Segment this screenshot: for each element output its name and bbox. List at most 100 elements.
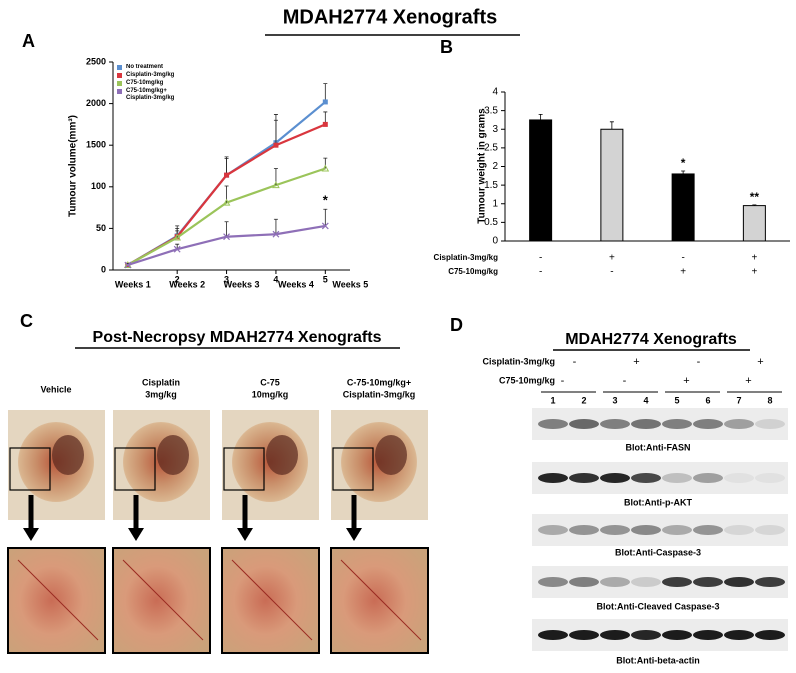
x-category-label: Weeks 4 — [278, 279, 314, 289]
arrow-head — [346, 528, 362, 541]
y-tick-label: 1 — [492, 198, 498, 209]
photo-vessel — [231, 559, 313, 641]
condition-label: C75-10mg/kg — [499, 375, 555, 385]
band — [662, 630, 692, 640]
condition-sign: - — [539, 267, 542, 278]
legend-swatch — [117, 89, 122, 94]
photo-zoom — [112, 547, 211, 654]
band — [631, 419, 661, 429]
photo-zoom — [7, 547, 106, 654]
bar — [600, 128, 624, 242]
inset-box — [332, 447, 374, 491]
panel-title: MDAH2774 Xenografts — [565, 331, 737, 348]
significance: ** — [750, 190, 760, 204]
blot-label: Blot:Anti-FASN — [626, 442, 691, 452]
photo-vessel — [340, 559, 422, 641]
lane-label: 6 — [705, 395, 710, 405]
band — [538, 419, 568, 429]
condition-sign: - — [623, 375, 627, 387]
band — [600, 419, 630, 429]
legend-swatch — [117, 65, 122, 70]
band — [600, 525, 630, 535]
y-tick-label: 2 — [492, 161, 498, 172]
point — [173, 245, 181, 253]
band — [693, 525, 723, 535]
photo-organ — [266, 435, 298, 475]
group-label: 10mg/kg — [252, 389, 289, 399]
series-line — [127, 101, 327, 266]
condition-sign: - — [561, 375, 565, 387]
lane-label: 7 — [736, 395, 741, 405]
condition-sign: + — [683, 375, 689, 387]
y-tick-label: 4 — [492, 87, 498, 98]
condition-sign: + — [609, 253, 615, 264]
x-tick-label: 3 — [224, 274, 229, 284]
condition-sign: - — [697, 356, 701, 368]
x-tick-label: 5 — [323, 274, 328, 284]
condition-sign: - — [539, 253, 542, 264]
error-bar — [323, 83, 328, 102]
band — [569, 577, 599, 587]
legend-box: No treatment Cisplatin-3mg/kg C75-10mg/kg C… — [117, 64, 212, 102]
panel-label: C — [20, 311, 33, 331]
y-tick-label: 2.5 — [484, 143, 498, 154]
blot — [532, 514, 788, 546]
legend-swatch — [117, 73, 122, 78]
band — [600, 630, 630, 640]
error-bar — [538, 113, 543, 120]
band — [631, 577, 661, 587]
point — [224, 172, 230, 178]
band — [631, 630, 661, 640]
photo-zoom — [330, 547, 429, 654]
group-label: Cisplatin-3mg/kg — [343, 389, 416, 399]
blot-label: Blot:Anti-Caspase-3 — [615, 547, 701, 557]
band — [724, 630, 754, 640]
arrow-head — [23, 528, 39, 541]
legend-label: Cisplatin-3mg/kg — [126, 72, 175, 78]
arrow-head — [128, 528, 144, 541]
x-tick-label: 2 — [175, 274, 180, 284]
error-bar — [273, 218, 278, 235]
x-category-label: Weeks 5 — [332, 279, 368, 289]
photo-organ — [157, 435, 189, 475]
condition-sign: + — [745, 375, 751, 387]
condition-label: C75-10mg/kg — [448, 267, 498, 276]
point — [321, 222, 329, 230]
legend-item: No treatment — [117, 64, 212, 71]
lane-label: 3 — [612, 395, 617, 405]
lane-label: 5 — [674, 395, 679, 405]
band — [755, 419, 785, 429]
y-axis-label: Tumour volume(mm³) — [68, 115, 79, 217]
error-bar — [681, 170, 686, 174]
condition-sign: + — [757, 356, 763, 368]
band — [724, 419, 754, 429]
point — [272, 230, 280, 238]
band — [538, 525, 568, 535]
band — [662, 577, 692, 587]
y-tick-label: 2500 — [86, 56, 106, 66]
band — [693, 473, 723, 483]
blot-label: Blot:Anti-p-AKT — [624, 497, 692, 507]
inset-box — [223, 447, 265, 491]
group-label: C-75-10mg/kg+ — [347, 377, 411, 387]
photo-vessel — [122, 559, 204, 641]
group-label: Vehicle — [40, 384, 71, 394]
condition-sign: + — [751, 253, 757, 264]
arrow-head — [237, 528, 253, 541]
panel-title: Post-Necropsy MDAH2774 Xenografts — [93, 329, 382, 346]
band — [724, 525, 754, 535]
legend-item: Cisplatin-3mg/kg — [117, 72, 212, 79]
series-line — [127, 167, 326, 266]
bar — [671, 173, 695, 242]
y-tick-label: 3 — [492, 124, 498, 135]
condition-sign: + — [751, 267, 757, 278]
point — [173, 233, 182, 241]
legend-swatch — [117, 81, 122, 86]
y-tick-label: 0 — [492, 236, 498, 247]
bar — [742, 205, 766, 242]
condition-sign: - — [681, 253, 684, 264]
band — [662, 473, 692, 483]
error-bar — [609, 121, 614, 130]
x-category-label: Weeks 3 — [224, 279, 260, 289]
group-label: 3mg/kg — [145, 389, 177, 399]
